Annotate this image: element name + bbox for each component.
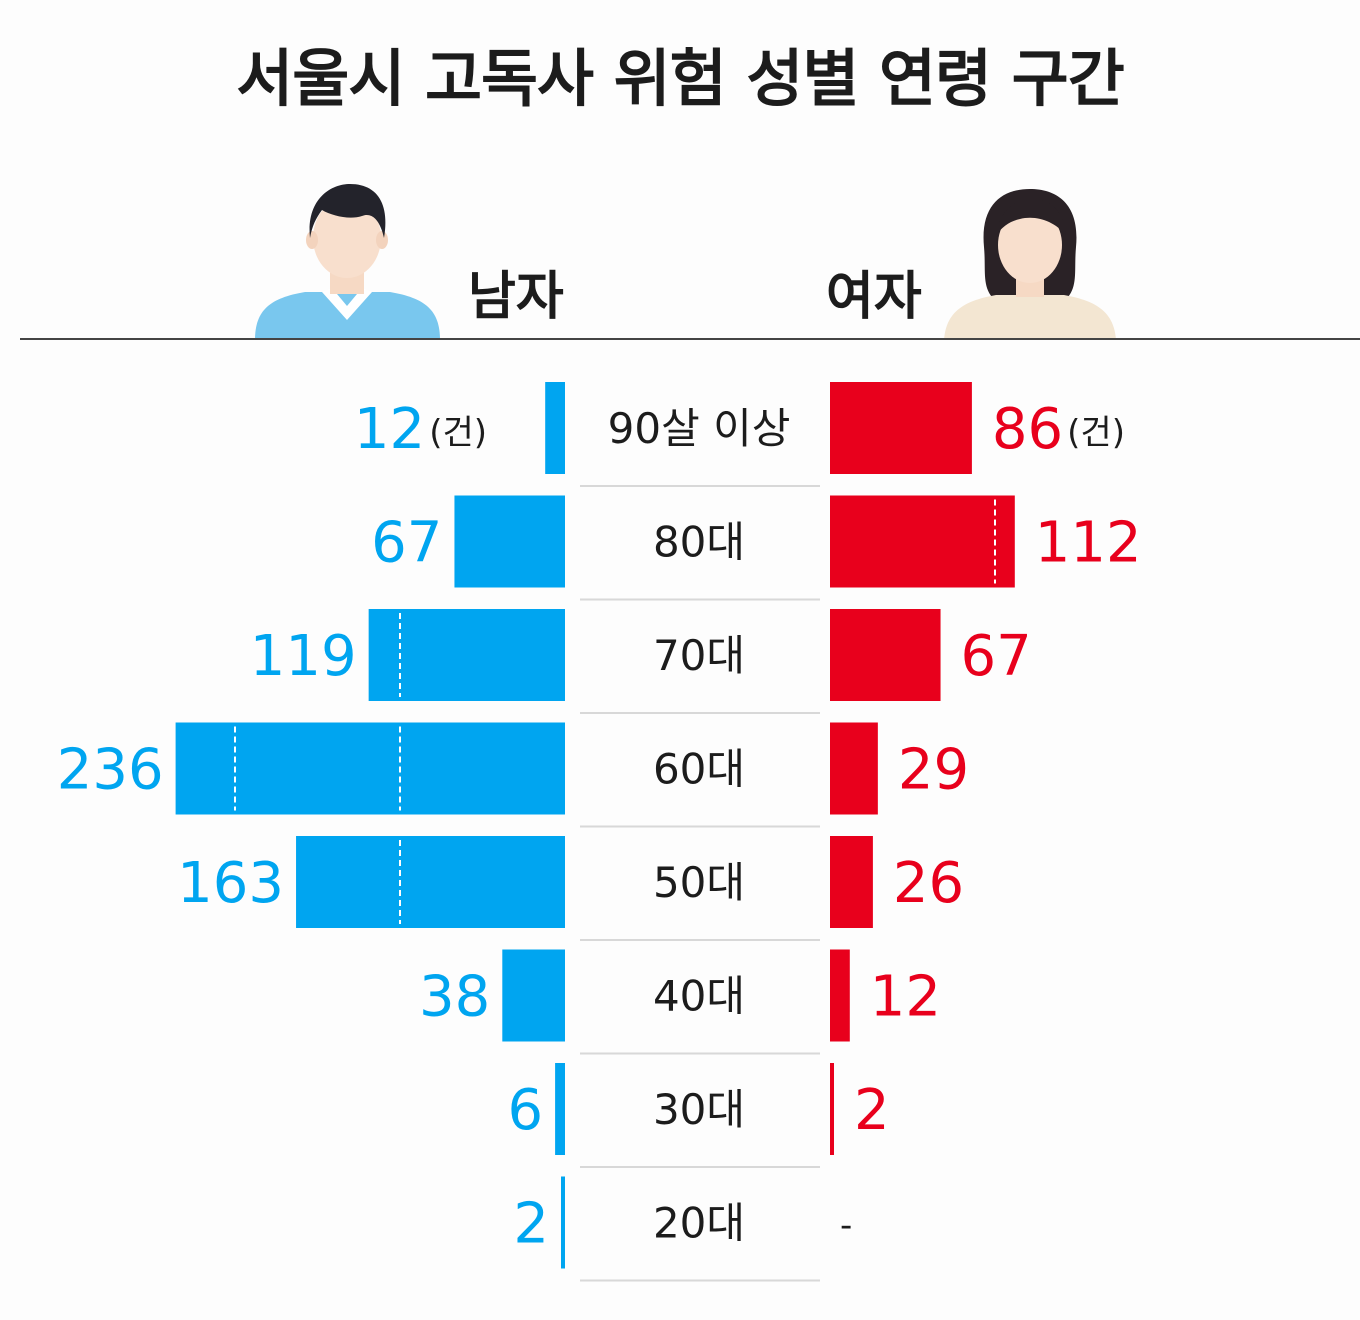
male-value-label: 2 — [513, 1192, 549, 1257]
man-hair — [309, 184, 386, 238]
header-divider — [20, 338, 1360, 340]
category-label: 30대 — [653, 1085, 745, 1134]
male-unit-label: (건) — [429, 413, 487, 453]
male-value-label: 163 — [177, 851, 284, 916]
chart-title: 서울시 고독사 위험 성별 연령 구간 — [236, 42, 1125, 115]
female-bar — [830, 836, 873, 928]
man-collar — [322, 288, 372, 320]
female-bar — [830, 495, 1015, 588]
woman-shirt — [944, 295, 1116, 340]
category-label: 40대 — [653, 972, 745, 1021]
female-bar — [830, 609, 941, 701]
man-ear-left — [306, 231, 318, 249]
female-value-label: 112 — [1035, 511, 1142, 576]
male-value-label: 236 — [57, 738, 164, 803]
male-bar — [555, 1063, 565, 1155]
male-bar — [368, 609, 565, 701]
male-value-label: 119 — [250, 624, 357, 689]
legend-female: 여자 — [826, 267, 922, 327]
legend-male: 남자 — [468, 267, 564, 327]
category-label: 80대 — [653, 518, 745, 567]
female-value-label: 67 — [961, 624, 1032, 689]
female-bar — [830, 949, 850, 1042]
female-value-label: 29 — [898, 738, 969, 803]
male-bar — [296, 836, 565, 928]
male-bar — [175, 722, 565, 815]
male-value-label: 67 — [371, 511, 442, 576]
female-missing-label: - — [840, 1206, 852, 1246]
female-bar — [830, 722, 878, 815]
man-face — [313, 198, 381, 278]
man-ear-right — [376, 231, 388, 249]
female-bar — [830, 382, 972, 474]
male-value-label: 6 — [507, 1078, 543, 1143]
male-value-label: 12 — [354, 397, 425, 462]
woman-face — [998, 207, 1062, 283]
female-unit-label: (건) — [1067, 413, 1125, 453]
male-value-label: 38 — [419, 965, 490, 1030]
category-label: 50대 — [653, 858, 745, 907]
female-value-label: 86 — [992, 397, 1063, 462]
female-value-label: 26 — [893, 851, 964, 916]
male-bar — [502, 949, 565, 1042]
man-avatar-icon — [255, 184, 440, 340]
female-value-label: 2 — [854, 1078, 890, 1143]
male-bar — [545, 382, 565, 474]
female-bar — [830, 1063, 834, 1155]
category-label: 60대 — [653, 745, 745, 794]
category-label: 70대 — [653, 631, 745, 680]
category-label: 90살 이상 — [608, 404, 791, 453]
category-label: 20대 — [653, 1199, 745, 1248]
male-bar — [561, 1176, 565, 1269]
male-bar — [454, 495, 565, 588]
woman-avatar-icon — [944, 189, 1116, 340]
female-value-label: 12 — [870, 965, 941, 1030]
woman-bangs — [996, 199, 1066, 235]
